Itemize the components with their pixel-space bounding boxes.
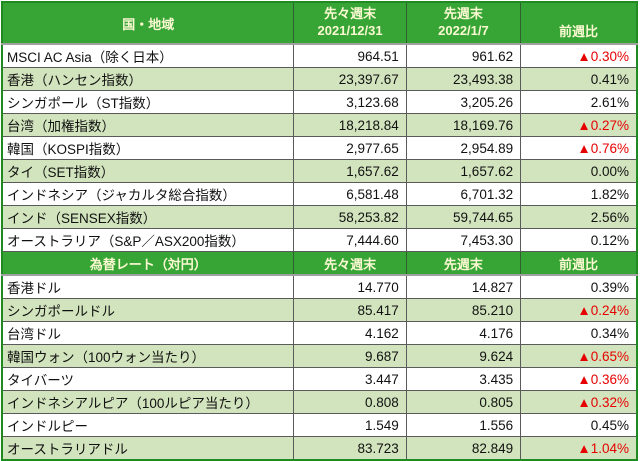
value-change: ▲0.65% — [520, 344, 638, 368]
value-last-week: 6,701.32 — [405, 182, 522, 206]
row-label: シンガポール（ST指数） — [1, 90, 295, 114]
row-label: タイバーツ — [1, 367, 295, 391]
value-last-week: 82.849 — [405, 436, 522, 461]
value-week-before-last: 83.723 — [293, 436, 407, 461]
value-last-week: 3.435 — [405, 367, 522, 391]
value-week-before-last: 964.51 — [293, 43, 407, 68]
fx-col-header-week-before-last: 先々週末 — [293, 251, 407, 276]
value-last-week: 3,205.26 — [405, 90, 522, 114]
indices-title-cell: 国・地域 — [1, 1, 295, 45]
value-week-before-last: 2,977.65 — [293, 136, 407, 160]
fx-row: 台湾ドル 4.162 4.176 0.34% — [1, 321, 638, 345]
value-change: 0.00% — [520, 159, 638, 183]
value-last-week: 1.556 — [405, 413, 522, 437]
value-week-before-last: 6,581.48 — [293, 182, 407, 206]
value-last-week: 1,657.62 — [405, 159, 522, 183]
value-change: 1.82% — [520, 182, 638, 206]
row-label: オーストラリア（S&P／ASX200指数） — [1, 228, 295, 252]
value-change: ▲0.27% — [520, 113, 638, 137]
fx-col-header-wow-change: 前週比 — [520, 251, 638, 276]
value-week-before-last: 1,657.62 — [293, 159, 407, 183]
index-row: 韓国（KOSPI指数） 2,977.65 2,954.89 ▲0.76% — [1, 136, 638, 160]
row-label: 台湾（加権指数） — [1, 113, 295, 137]
value-change: 0.39% — [520, 274, 638, 299]
row-label: 韓国ウォン（100ウォン当たり） — [1, 344, 295, 368]
value-change: ▲0.76% — [520, 136, 638, 160]
fx-title-cell: 為替レート（対円） — [1, 251, 295, 276]
value-last-week: 18,169.76 — [405, 113, 522, 137]
value-week-before-last: 7,444.60 — [293, 228, 407, 252]
value-change: 0.41% — [520, 67, 638, 91]
row-label: インドネシア（ジャカルタ総合指数） — [1, 182, 295, 206]
fx-row: タイバーツ 3.447 3.435 ▲0.36% — [1, 367, 638, 391]
index-row: タイ（SET指数） 1,657.62 1,657.62 0.00% — [1, 159, 638, 183]
index-row: オーストラリア（S&P／ASX200指数） 7,444.60 7,453.30 0.1… — [1, 228, 638, 252]
value-week-before-last: 1.549 — [293, 413, 407, 437]
index-row: 台湾（加権指数） 18,218.84 18,169.76 ▲0.27% — [1, 113, 638, 137]
value-week-before-last: 58,253.82 — [293, 205, 407, 229]
value-week-before-last: 0.808 — [293, 390, 407, 414]
value-change: ▲0.36% — [520, 367, 638, 391]
value-week-before-last: 85.417 — [293, 298, 407, 322]
index-row: インドネシア（ジャカルタ総合指数） 6,581.48 6,701.32 1.82% — [1, 182, 638, 206]
row-label: シンガポールドル — [1, 298, 295, 322]
indices-section: 国・地域 先々週末 2021/12/31 先週末 2022/1/7 前週比 MS… — [1, 1, 638, 252]
index-row: MSCI AC Asia（除く日本） 964.51 961.62 ▲0.30% — [1, 43, 638, 68]
value-week-before-last: 18,218.84 — [293, 113, 407, 137]
value-week-before-last: 3,123.68 — [293, 90, 407, 114]
row-label: インドルピー — [1, 413, 295, 437]
index-row: インド（SENSEX指数） 58,253.82 59,744.65 2.56% — [1, 205, 638, 229]
value-last-week: 59,744.65 — [405, 205, 522, 229]
fx-col-header-last-week: 先週末 — [405, 251, 522, 276]
value-week-before-last: 23,397.67 — [293, 67, 407, 91]
value-last-week: 85.210 — [405, 298, 522, 322]
value-change: 0.45% — [520, 413, 638, 437]
fx-section: 為替レート（対円） 先々週末 先週末 前週比 香港ドル 14.770 14.827 0… — [1, 251, 638, 461]
value-week-before-last: 9.687 — [293, 344, 407, 368]
fx-row: オーストラリアドル 83.723 82.849 ▲1.04% — [1, 436, 638, 461]
index-row: シンガポール（ST指数） 3,123.68 3,205.26 2.61% — [1, 90, 638, 114]
value-change: 0.12% — [520, 228, 638, 252]
value-week-before-last: 4.162 — [293, 321, 407, 345]
value-last-week: 7,453.30 — [405, 228, 522, 252]
value-change: 2.56% — [520, 205, 638, 229]
fx-header-row: 為替レート（対円） 先々週末 先週末 前週比 — [1, 251, 638, 276]
value-week-before-last: 3.447 — [293, 367, 407, 391]
index-row: 香港（ハンセン指数） 23,397.67 23,493.38 0.41% — [1, 67, 638, 91]
row-label: 香港ドル — [1, 274, 295, 299]
value-change: 2.61% — [520, 90, 638, 114]
col-header-last-week: 先週末 2022/1/7 — [405, 1, 522, 45]
value-last-week: 4.176 — [405, 321, 522, 345]
value-last-week: 23,493.38 — [405, 67, 522, 91]
value-change: 0.34% — [520, 321, 638, 345]
value-last-week: 2,954.89 — [405, 136, 522, 160]
value-last-week: 0.805 — [405, 390, 522, 414]
row-label: 香港（ハンセン指数） — [1, 67, 295, 91]
row-label: インドネシアルピア（100ルピア当たり） — [1, 390, 295, 414]
fx-row: インドネシアルピア（100ルピア当たり） 0.808 0.805 ▲0.32% — [1, 390, 638, 414]
fx-row: 韓国ウォン（100ウォン当たり） 9.687 9.624 ▲0.65% — [1, 344, 638, 368]
row-label: インド（SENSEX指数） — [1, 205, 295, 229]
value-week-before-last: 14.770 — [293, 274, 407, 299]
row-label: タイ（SET指数） — [1, 159, 295, 183]
indices-header-row: 国・地域 先々週末 2021/12/31 先週末 2022/1/7 前週比 — [1, 1, 638, 45]
value-change: ▲0.32% — [520, 390, 638, 414]
row-label: オーストラリアドル — [1, 436, 295, 461]
fx-row: 香港ドル 14.770 14.827 0.39% — [1, 274, 638, 299]
value-last-week: 9.624 — [405, 344, 522, 368]
col-header-week-before-last: 先々週末 2021/12/31 — [293, 1, 407, 45]
fx-row: インドルピー 1.549 1.556 0.45% — [1, 413, 638, 437]
row-label: 韓国（KOSPI指数） — [1, 136, 295, 160]
col-header-wow-change: 前週比 — [520, 1, 638, 45]
value-change: ▲0.30% — [520, 43, 638, 68]
value-change: ▲1.04% — [520, 436, 638, 461]
row-label: 台湾ドル — [1, 321, 295, 345]
value-last-week: 961.62 — [405, 43, 522, 68]
value-last-week: 14.827 — [405, 274, 522, 299]
row-label: MSCI AC Asia（除く日本） — [1, 43, 295, 68]
value-change: ▲0.24% — [520, 298, 638, 322]
fx-row: シンガポールドル 85.417 85.210 ▲0.24% — [1, 298, 638, 322]
